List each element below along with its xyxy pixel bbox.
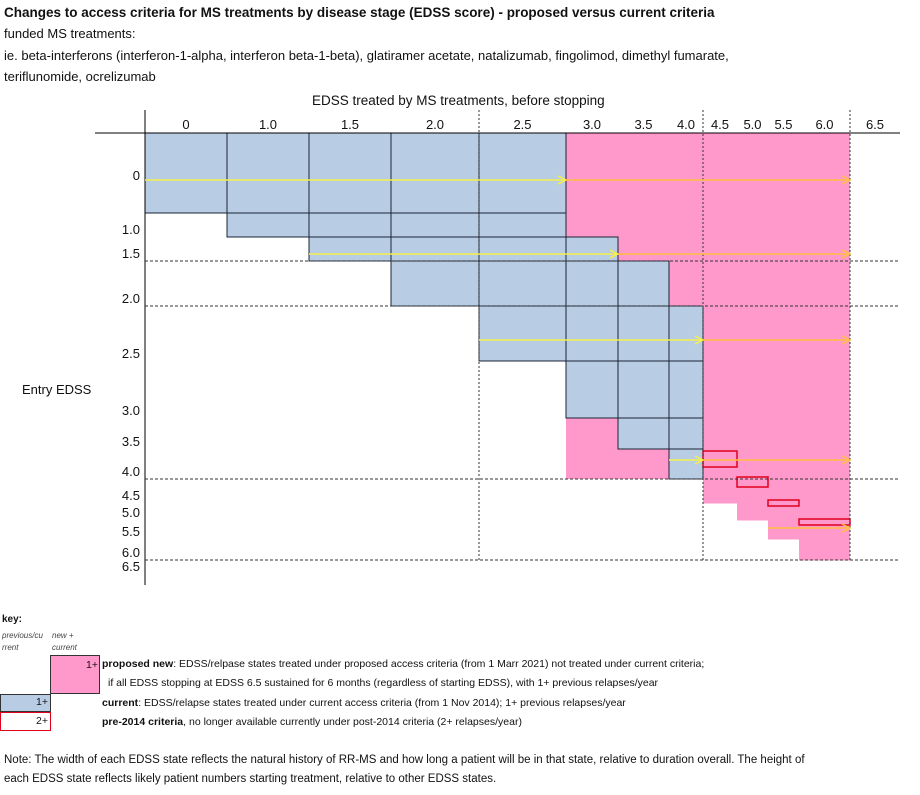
key-proposed-text: proposed new: EDSS/relpase states treate… <box>102 658 704 670</box>
edss-grid <box>95 110 900 585</box>
key-proposed-swatch: 1+ <box>50 655 100 694</box>
current-cell <box>668 417 704 450</box>
key-col1-label: previous/cu rrent <box>2 631 43 652</box>
key-pre2014-desc: , no longer available currently under po… <box>183 716 522 728</box>
row-label: 5.0 <box>121 505 140 520</box>
current-cell <box>226 212 310 238</box>
key-current-text: current: EDSS/relapse states treated und… <box>102 697 626 709</box>
key-proposed-desc: : EDSS/relpase states treated under prop… <box>173 658 705 670</box>
column-label: 4.5 <box>710 117 730 132</box>
column-label: 0 <box>182 117 190 132</box>
current-cell <box>390 236 480 262</box>
current-cell <box>668 360 704 419</box>
y-axis-label: Entry EDSS <box>22 382 92 397</box>
current-cell <box>390 260 480 307</box>
row-label: 3.0 <box>121 403 140 418</box>
key-current-desc: : EDSS/relapse states treated under curr… <box>138 697 626 709</box>
arrow-head-icon <box>841 523 852 533</box>
key-pre2014-text: pre-2014 criteria, no longer available c… <box>102 716 522 728</box>
row-label: 6.5 <box>121 559 140 574</box>
figure-title: Changes to access criteria for MS treatm… <box>4 5 715 20</box>
current-cell <box>478 260 567 307</box>
row-label: 5.5 <box>121 524 140 539</box>
row-label: 6.0 <box>121 545 140 560</box>
key-heading: key: <box>2 614 23 625</box>
note-line-1: Note: The width of each EDSS state refle… <box>4 754 805 766</box>
current-cell <box>668 305 704 362</box>
current-cell <box>478 212 567 238</box>
current-cell <box>308 236 392 262</box>
row-label: 1.5 <box>121 246 140 261</box>
column-label: 2.0 <box>425 117 445 132</box>
column-label: 1.0 <box>258 117 278 132</box>
current-cell <box>565 260 619 307</box>
row-label: 3.5 <box>121 434 140 449</box>
current-cell <box>390 212 480 238</box>
subtitle-drugs-cont: teriflunomide, ocrelizumab <box>4 69 156 84</box>
current-cell <box>478 132 567 214</box>
pre2014-cell <box>767 499 800 507</box>
current-cell <box>226 132 310 214</box>
pre2014-cell <box>736 476 769 488</box>
key-pre2014-bold: pre-2014 criteria <box>102 716 184 728</box>
current-cell <box>617 417 670 450</box>
row-label: 2.0 <box>121 291 140 306</box>
proposed-cell <box>799 539 850 561</box>
current-cell <box>565 360 619 419</box>
subtitle-funded: funded MS treatments: <box>4 26 136 41</box>
current-cell <box>390 132 480 214</box>
current-cell <box>478 236 567 262</box>
current-cell <box>144 132 228 214</box>
key-current-swatch: 1+ <box>0 694 51 712</box>
column-label: 1.5 <box>340 117 360 132</box>
key-proposed-text2: if all EDSS stopping at EDSS 6.5 sustain… <box>108 677 659 689</box>
current-cell <box>565 305 619 362</box>
row-label: 4.5 <box>121 488 140 503</box>
subtitle-drugs: ie. beta-interferons (interferon-1-alpha… <box>4 48 729 63</box>
column-label: 3.0 <box>582 117 602 132</box>
arrow-head-icon <box>841 335 852 345</box>
x-axis-label: EDSS treated by MS treatments, before st… <box>312 93 605 108</box>
key-proposed-badge: 1+ <box>86 659 98 671</box>
column-label: 5.0 <box>743 117 762 132</box>
key-col2-label: new + current <box>52 631 77 652</box>
row-label: 4.0 <box>121 464 140 479</box>
current-cell <box>668 448 704 480</box>
note-line-2: each EDSS state reflects likely patient … <box>4 773 497 785</box>
key-pre2014-badge: 2+ <box>36 715 48 727</box>
current-cell <box>617 260 670 307</box>
key-current-bold: current <box>102 697 139 709</box>
current-cell <box>617 360 670 419</box>
key-proposed-bold: proposed new <box>102 658 174 670</box>
current-cell <box>308 132 392 214</box>
current-cell <box>478 305 567 362</box>
current-cell <box>308 212 392 238</box>
arrow-head-icon <box>841 455 852 465</box>
key-current-badge: 1+ <box>36 696 48 708</box>
current-cell <box>617 305 670 362</box>
column-label: 3.5 <box>634 117 653 132</box>
arrow-head-icon <box>841 249 852 259</box>
column-label: 6.0 <box>815 117 834 132</box>
key-pre2014-swatch: 2+ <box>0 712 51 731</box>
column-label: 6.5 <box>865 117 885 132</box>
row-label: 0 <box>132 168 140 183</box>
arrow-head-icon <box>841 175 852 185</box>
column-label: 2.5 <box>513 117 532 132</box>
row-label: 1.0 <box>121 222 140 237</box>
proposed-cell <box>737 503 850 521</box>
column-label: 4.0 <box>676 117 696 132</box>
proposed-cell <box>768 520 850 540</box>
row-label: 2.5 <box>121 346 140 361</box>
column-label: 5.5 <box>774 117 793 132</box>
